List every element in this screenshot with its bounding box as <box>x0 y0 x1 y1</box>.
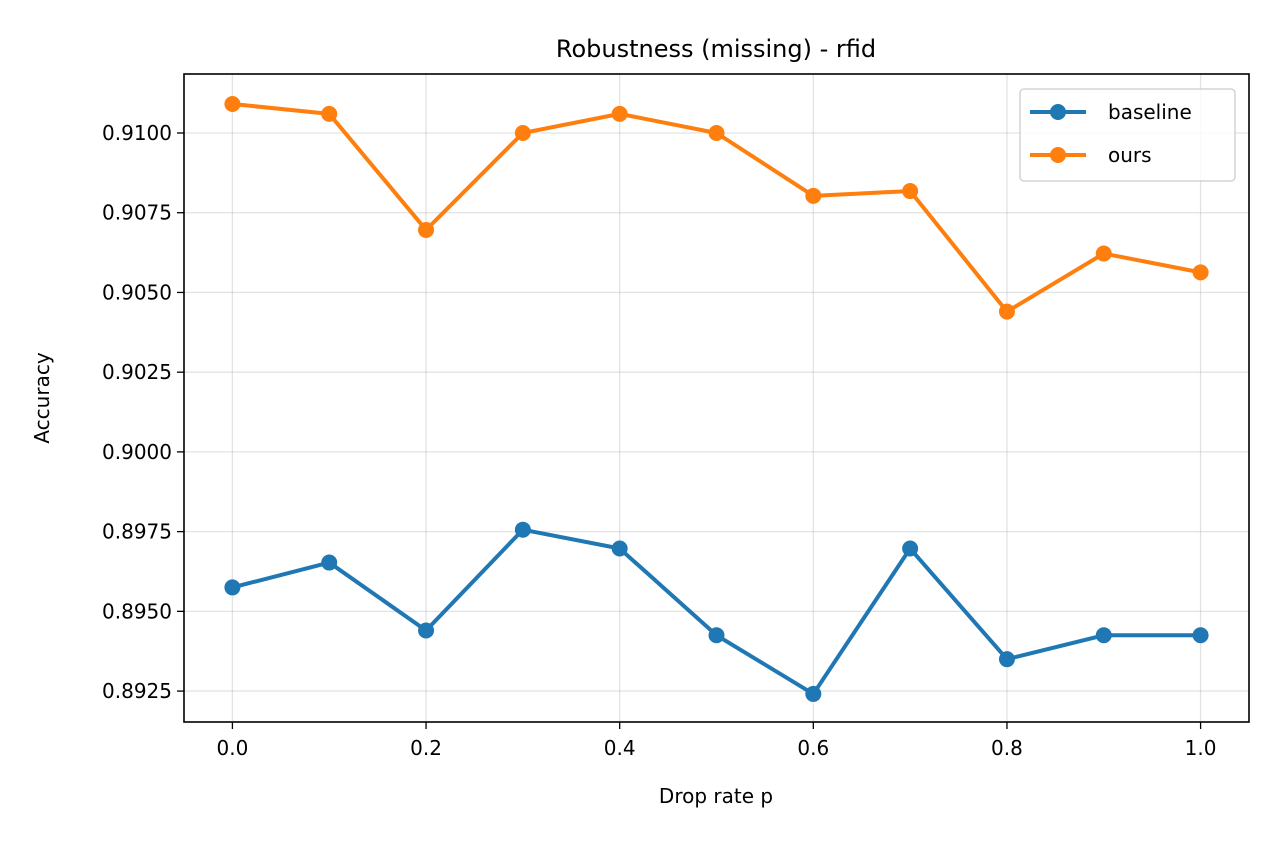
data-point-ours <box>514 124 531 141</box>
y-tick-label: 0.9000 <box>102 440 172 464</box>
y-axis-label: Accuracy <box>30 352 54 443</box>
data-point-baseline <box>418 622 435 639</box>
data-point-baseline <box>321 554 338 571</box>
data-point-ours <box>998 303 1015 320</box>
data-point-baseline <box>805 685 822 702</box>
y-tick-label: 0.9075 <box>102 201 172 225</box>
y-tick-label: 0.8925 <box>102 679 172 703</box>
legend-label: baseline <box>1108 100 1192 124</box>
data-point-baseline <box>224 579 241 596</box>
data-point-baseline <box>708 627 725 644</box>
x-tick-label: 0.6 <box>797 736 829 760</box>
legend-marker <box>1050 147 1066 163</box>
data-point-ours <box>805 187 822 204</box>
legend-label: ours <box>1108 143 1152 167</box>
data-point-ours <box>708 124 725 141</box>
x-axis-label: Drop rate p <box>659 784 773 808</box>
data-point-baseline <box>611 540 628 557</box>
y-tick-label: 0.9050 <box>102 280 172 304</box>
legend: baseline ours <box>1019 88 1236 182</box>
y-tick-label: 0.9100 <box>102 121 172 145</box>
chart-title: Robustness (missing) - rfid <box>556 35 876 63</box>
data-point-baseline <box>1192 627 1209 644</box>
x-tick-label: 0.2 <box>410 736 442 760</box>
data-point-ours <box>1192 264 1209 281</box>
data-point-ours <box>321 105 338 122</box>
data-point-baseline <box>514 521 531 538</box>
x-tick-label: 0.0 <box>217 736 249 760</box>
legend-marker <box>1050 104 1066 120</box>
y-tick-label: 0.9025 <box>102 360 172 384</box>
data-point-baseline <box>998 651 1015 668</box>
data-point-baseline <box>1095 627 1112 644</box>
data-point-ours <box>902 183 919 200</box>
x-tick-label: 1.0 <box>1185 736 1217 760</box>
data-point-ours <box>611 105 628 122</box>
x-tick-label: 0.8 <box>991 736 1023 760</box>
y-tick-label: 0.8950 <box>102 599 172 623</box>
y-tick-label: 0.8975 <box>102 520 172 544</box>
x-tick-label: 0.4 <box>604 736 636 760</box>
data-point-ours <box>418 221 435 238</box>
data-point-baseline <box>902 540 919 557</box>
data-point-ours <box>1095 245 1112 262</box>
plot-frame <box>183 73 1250 723</box>
data-point-ours <box>224 95 241 112</box>
